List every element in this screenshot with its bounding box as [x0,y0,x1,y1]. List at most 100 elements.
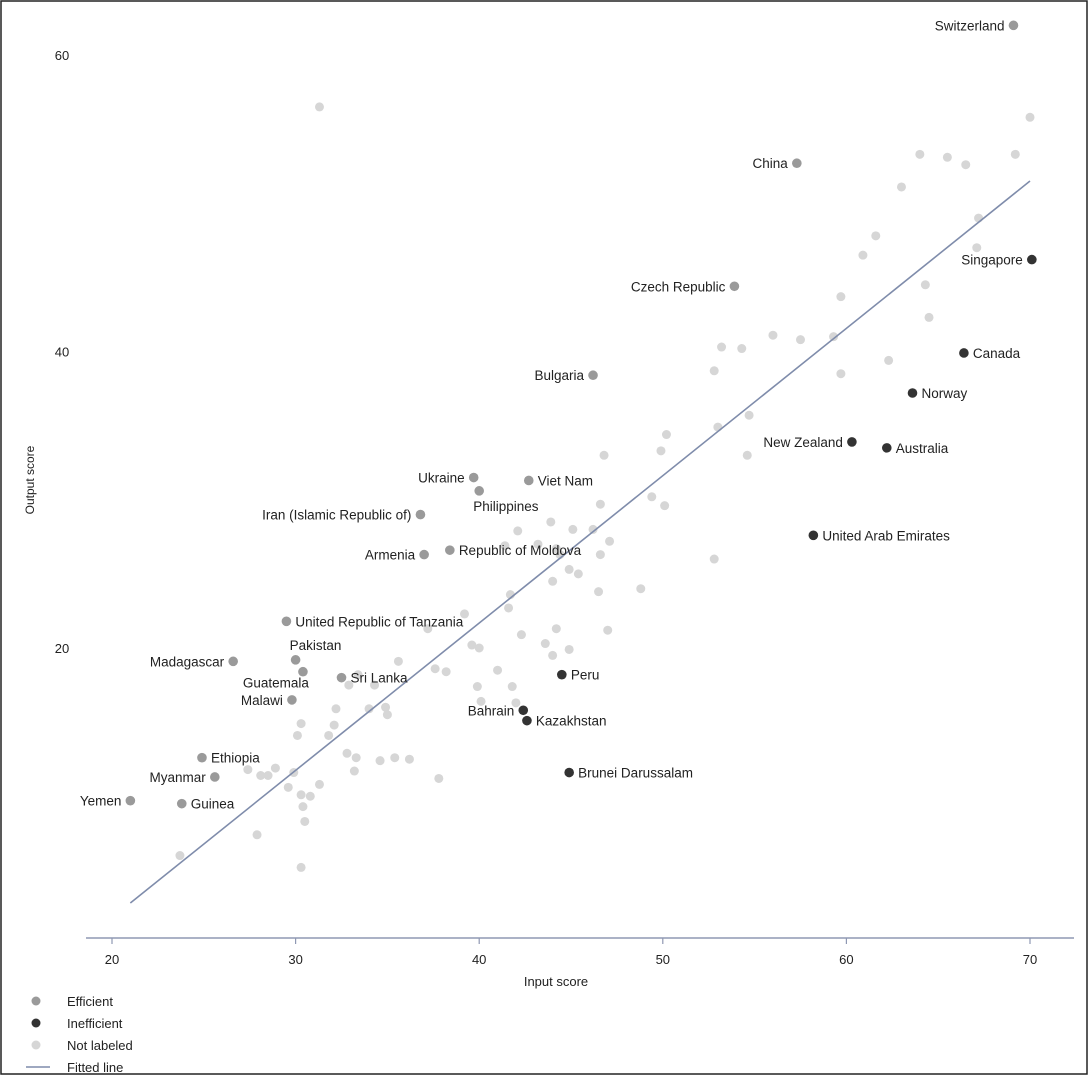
efficient-point [419,549,429,560]
not-labeled-point [404,754,414,764]
not-labeled-point [871,231,881,241]
legend-label: Not labeled [67,1038,133,1053]
not-labeled-point [500,541,510,551]
efficient-point [298,666,308,677]
not-labeled-point [1010,149,1020,159]
point-label: Iran (Islamic Republic of) [262,508,411,523]
inefficient-point [959,348,969,358]
efficient-point [468,472,479,483]
not-labeled-point [829,332,839,342]
not-labeled-point [393,656,403,666]
not-labeled-point [256,770,266,780]
inefficient-point [1027,254,1037,265]
not-labeled-point [296,790,306,800]
point-label: Viet Nam [538,473,593,488]
not-labeled-point [305,791,315,801]
point-label: Republic of Moldova [459,543,582,558]
not-labeled-point [504,603,514,613]
point-label: Switzerland [935,18,1005,33]
point-label: Bulgaria [535,368,585,383]
not-labeled-point [243,765,253,775]
efficient-point [287,695,297,705]
point-label: Ukraine [418,471,465,486]
not-labeled-point [595,499,605,509]
not-labeled-point [375,756,385,766]
not-labeled-point [314,102,324,112]
not-labeled-point [961,160,971,170]
not-labeled-point [546,517,556,527]
not-labeled-point [476,696,486,706]
not-labeled-point [709,554,719,564]
efficient-point [290,655,301,665]
fitted-line [129,180,1031,904]
point-label: Ethiopia [211,751,260,766]
not-labeled-point [744,410,754,420]
point-label: Bahrain [468,703,515,718]
efficient-point [125,795,136,806]
not-labeled-point [430,664,440,674]
legend-label: Fitted line [67,1060,123,1075]
inefficient-point [522,715,532,726]
inefficient-point [881,443,892,453]
inefficient-point [907,388,918,398]
not-labeled-point [594,587,604,597]
not-labeled-point [768,330,778,340]
not-labeled-point [381,702,391,712]
not-labeled-point [423,624,433,634]
not-labeled-point [382,710,392,720]
legend-label: Efficient [67,994,113,1009]
efficient-point [281,616,292,627]
not-labeled-point [252,830,262,840]
not-labeled-point [796,335,805,345]
inefficient-point [557,669,567,680]
not-labeled-point [1025,112,1035,122]
x-tick-label: 30 [288,952,302,967]
not-labeled-point [915,149,925,159]
point-label: Philippines [473,499,539,514]
efficient-point [228,656,238,667]
not-labeled-point [296,719,306,729]
legend-marker-not_labeled [31,1040,41,1050]
legend-label: Inefficient [67,1016,123,1031]
not-labeled-points [175,102,1035,872]
not-labeled-point [709,366,719,376]
not-labeled-point [298,802,308,812]
efficient-point [415,509,426,520]
x-tick-label: 20 [105,952,119,967]
x-axis-label: Input score [524,974,588,989]
x-tick-label: 40 [472,952,486,967]
not-labeled-point [647,492,657,502]
x-tick-label: 70 [1023,952,1037,967]
not-labeled-point [263,770,273,780]
not-labeled-point [353,670,363,680]
not-labeled-point [660,501,670,511]
point-label: New Zealand [763,435,843,450]
not-labeled-point [737,344,747,354]
not-labeled-point [493,665,503,675]
not-labeled-point [884,355,894,365]
not-labeled-point [540,639,550,649]
labeled-points: Switzerland China Czech Republic Bulgaria Uk… [80,18,1037,812]
not-labeled-point [599,450,609,460]
point-label: United Arab Emirates [822,528,950,543]
inefficient-point [564,767,574,778]
point-label: United Republic of Tanzania [295,614,463,629]
not-labeled-point [329,720,339,730]
efficient-point [336,672,347,683]
not-labeled-point [605,536,615,546]
not-labeled-point [564,564,574,574]
x-ticks: 20 30 40 50 60 70 [105,938,1037,967]
not-labeled-point [836,292,846,302]
not-labeled-point [548,576,558,586]
inefficient-point [808,530,819,541]
not-labeled-point [331,704,341,714]
not-labeled-point [511,698,521,708]
not-labeled-point [441,667,451,677]
not-labeled-point [474,643,484,653]
not-labeled-point [920,280,930,290]
point-label: Guatemala [243,676,310,691]
not-labeled-point [342,748,352,758]
not-labeled-point [661,430,671,440]
